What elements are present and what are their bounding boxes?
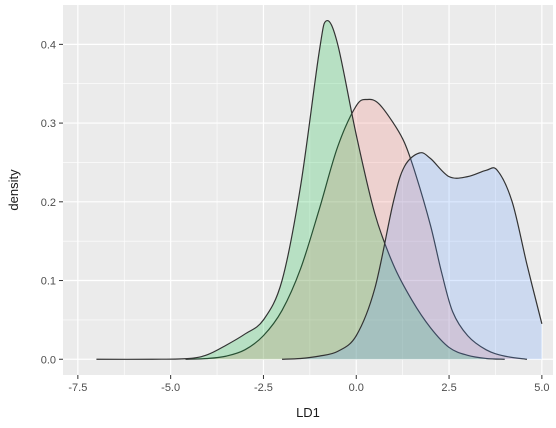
minor-gridlines bbox=[63, 5, 553, 375]
y-tick-label: 0.2 bbox=[41, 197, 56, 209]
density-area-2 bbox=[96, 20, 505, 360]
density-outline-1 bbox=[185, 98, 528, 360]
x-tick-label: -5.0 bbox=[161, 382, 180, 394]
density-series-2 bbox=[96, 20, 505, 360]
x-axis-title: LD1 bbox=[296, 405, 320, 420]
density-areas bbox=[96, 20, 543, 360]
density-outline-2 bbox=[96, 20, 505, 360]
x-axis: -7.5 -5.0 -2.5 0.0 2.5 5.0 bbox=[68, 375, 550, 394]
density-area-1 bbox=[185, 99, 528, 360]
x-tick-label: 2.5 bbox=[441, 382, 456, 394]
y-tick-label: 0.0 bbox=[41, 354, 56, 366]
x-tick-label: 0.0 bbox=[349, 382, 364, 394]
x-tick-label: -2.5 bbox=[254, 382, 273, 394]
density-series-3 bbox=[281, 152, 543, 360]
y-tick-label: 0.3 bbox=[41, 118, 56, 130]
y-tick-label: 0.4 bbox=[41, 39, 56, 51]
density-outline-3 bbox=[281, 152, 543, 360]
x-tick-label: -7.5 bbox=[68, 382, 87, 394]
density-series-1 bbox=[185, 98, 528, 360]
plot-panel bbox=[63, 5, 553, 375]
y-tick-label: 0.1 bbox=[41, 276, 56, 288]
density-area-3 bbox=[282, 152, 542, 360]
x-tick-label: 5.0 bbox=[534, 382, 549, 394]
y-axis-title: density bbox=[6, 169, 21, 211]
y-axis: 0.0 0.1 0.2 0.3 0.4 bbox=[41, 39, 63, 366]
